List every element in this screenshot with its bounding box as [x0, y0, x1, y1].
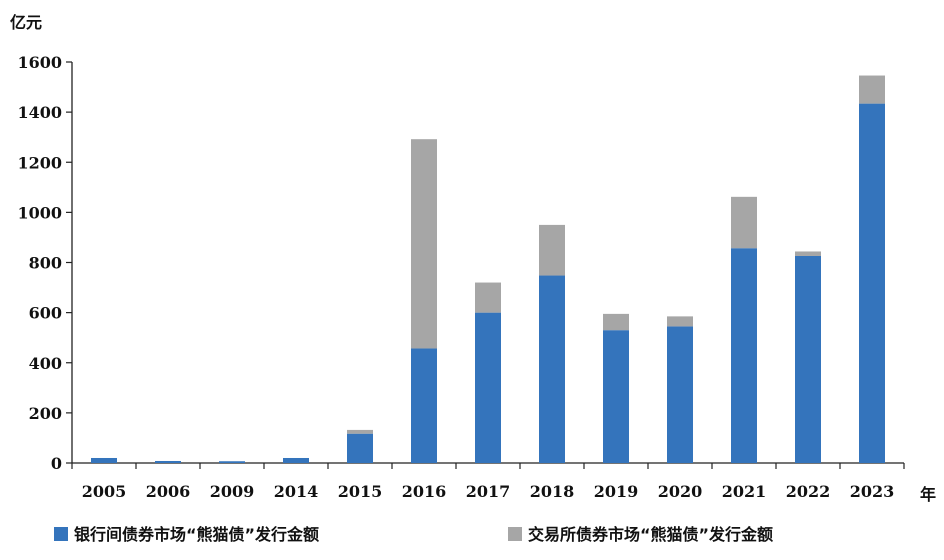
bar-2023-series-1 — [859, 103, 885, 463]
bar-2020-series-2 — [667, 316, 693, 327]
x-axis-unit-label: 年 — [920, 485, 936, 504]
x-tick-label: 2015 — [338, 482, 383, 501]
x-tick-label: 2005 — [82, 482, 127, 501]
y-tick-label: 1000 — [17, 203, 62, 222]
bar-2023-series-2 — [859, 75, 885, 104]
bar-2019-series-1 — [603, 330, 629, 463]
bar-2015-series-2 — [347, 429, 373, 434]
x-tick-label: 2016 — [402, 482, 447, 501]
y-tick-label: 1200 — [17, 153, 62, 172]
bar-2017-series-1 — [475, 312, 501, 463]
x-tick-label: 2021 — [722, 482, 767, 501]
x-tick-label: 2023 — [850, 482, 895, 501]
bar-2022-series-2 — [795, 251, 821, 256]
bar-2021-series-2 — [731, 196, 757, 249]
y-tick-label: 800 — [29, 254, 62, 273]
y-tick-label: 200 — [29, 404, 62, 423]
bars — [91, 75, 885, 463]
bar-2022-series-1 — [795, 255, 821, 463]
bar-2005-series-1 — [91, 457, 117, 463]
bar-2015-series-1 — [347, 433, 373, 463]
bar-2018-series-1 — [539, 275, 565, 463]
bar-2019-series-2 — [603, 313, 629, 331]
bar-2016-series-2 — [411, 139, 437, 349]
bar-2020-series-1 — [667, 326, 693, 463]
x-tick-label: 2018 — [530, 482, 575, 501]
y-tick-label: 600 — [29, 304, 62, 323]
y-axis-unit-label: 亿元 — [10, 13, 42, 32]
y-tick-label: 1400 — [17, 103, 62, 122]
y-tick-label: 0 — [51, 454, 62, 473]
x-tick-label: 2017 — [466, 482, 511, 501]
x-tick-label: 2014 — [274, 482, 319, 501]
y-tick-label: 400 — [29, 354, 62, 373]
legend-label: 交易所债券市场“熊猫债”发行金额 — [528, 525, 773, 544]
tick-labels: 0 200 400 600 800 1000 1200 1400 1600 2005 2006 200… — [17, 53, 894, 501]
x-tick-label: 2009 — [210, 482, 255, 501]
x-tick-label: 2022 — [786, 482, 831, 501]
x-tick-label: 2019 — [594, 482, 639, 501]
x-tick-label: 2020 — [658, 482, 703, 501]
bar-2006-series-1 — [155, 460, 181, 463]
bar-2009-series-1 — [219, 461, 245, 463]
legend-swatch — [508, 527, 522, 541]
x-tick-label: 2006 — [146, 482, 191, 501]
legend: 银行间债券市场“熊猫债”发行金额 交易所债券市场“熊猫债”发行金额 — [54, 525, 773, 544]
bar-2017-series-2 — [475, 282, 501, 313]
legend-swatch — [54, 527, 68, 541]
legend-label: 银行间债券市场“熊猫债”发行金额 — [74, 525, 319, 544]
bar-2018-series-2 — [539, 224, 565, 276]
bar-2016-series-1 — [411, 348, 437, 463]
bar-2014-series-1 — [283, 457, 309, 463]
bar-2021-series-1 — [731, 248, 757, 463]
y-tick-label: 1600 — [17, 53, 62, 72]
